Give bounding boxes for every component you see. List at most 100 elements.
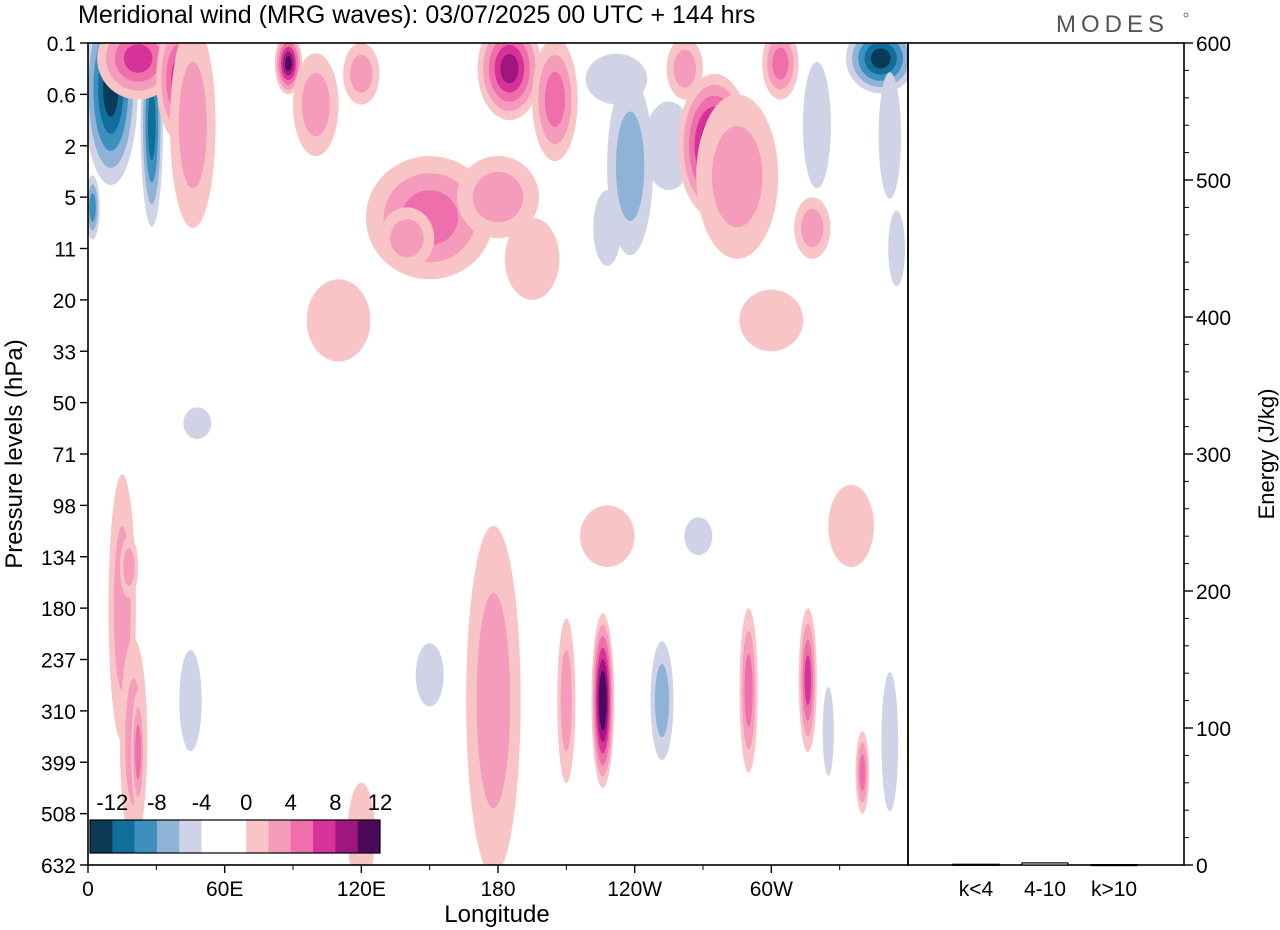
field-contour <box>600 682 606 719</box>
field-contour <box>285 56 292 71</box>
brand-mark <box>1183 12 1189 18</box>
x-tick-label: 120E <box>337 878 386 901</box>
energy-panel: 0 100 200 300 400 500 600 k<4 4-10 k>10 <box>952 33 1231 901</box>
colorbar-label: -8 <box>147 790 167 815</box>
field-contour <box>123 548 135 586</box>
brand-logo: MODES <box>1056 11 1169 38</box>
energy-tick-label: 0 <box>1196 855 1208 878</box>
field-contour <box>888 210 905 287</box>
x-tick-label: 120W <box>607 878 662 901</box>
colorbar: -12 -8 -4 0 4 8 12 <box>89 790 392 854</box>
field-contour <box>744 653 753 727</box>
y-tick-label: 2 <box>64 136 76 159</box>
y-axis-label: Pressure levels (hPa) <box>1 339 28 568</box>
y-tick-label: 310 <box>41 701 76 724</box>
pressure-axis: 0.1 0.6 2 5 11 20 33 50 71 98 134 180 237 310 399 508 63… <box>41 33 88 878</box>
colorbar-label: 0 <box>240 790 252 815</box>
energy-bar <box>1021 862 1069 866</box>
field-contour <box>306 279 371 362</box>
field-contour <box>89 193 96 222</box>
colorbar-swatch <box>112 820 135 853</box>
energy-category-label: k<4 <box>959 878 994 901</box>
field-contour <box>801 209 824 247</box>
field-contour <box>390 219 424 258</box>
x-tick-label: 180 <box>480 878 515 901</box>
field-contour <box>580 505 635 567</box>
field-contour <box>560 650 572 752</box>
field-contour <box>504 217 560 300</box>
colorbar-swatch <box>290 820 314 853</box>
y-tick-label: 0.1 <box>47 33 76 56</box>
field-contour <box>544 72 566 127</box>
colorbar-swatch <box>223 820 247 853</box>
colorbar-swatch <box>246 820 269 853</box>
x-tick-label: 0 <box>82 878 94 901</box>
field-contour <box>684 517 713 556</box>
field-contour <box>654 664 670 738</box>
field-contour <box>802 61 831 189</box>
longitude-axis: 0 60E 120E 180 120W 60W <box>82 865 841 901</box>
energy-panel-frame <box>907 42 1185 866</box>
colorbar-swatch <box>179 820 202 853</box>
colorbar-swatch <box>313 820 336 853</box>
energy-tick-label: 300 <box>1196 444 1231 467</box>
field-contour <box>615 111 645 222</box>
colorbar-label: -4 <box>192 790 212 815</box>
y-tick-label: 237 <box>41 650 76 673</box>
field-contour <box>822 687 834 776</box>
colorbar-swatch <box>156 820 180 853</box>
field-contour <box>472 171 524 223</box>
y-tick-label: 20 <box>53 290 76 313</box>
energy-tick-label: 100 <box>1196 718 1231 741</box>
y-tick-label: 508 <box>41 804 76 827</box>
energy-tick-label: 600 <box>1196 33 1231 56</box>
energy-axis-label: Energy (J/kg) <box>1254 389 1279 520</box>
field-contour <box>673 49 696 88</box>
y-tick-label: 11 <box>54 239 76 262</box>
y-tick-label: 632 <box>41 855 76 878</box>
y-tick-label: 180 <box>41 598 76 621</box>
x-axis-label: Longitude <box>444 901 549 928</box>
field-contour <box>178 61 207 189</box>
colorbar-swatch <box>357 820 381 853</box>
field-contour <box>301 73 330 137</box>
field-contour <box>859 754 866 791</box>
y-tick-label: 399 <box>41 752 76 775</box>
energy-bar <box>1090 863 1138 867</box>
field-contour <box>415 643 444 707</box>
field-contour <box>147 90 156 161</box>
field-contour <box>878 72 901 199</box>
y-tick-label: 33 <box>53 341 76 364</box>
field-contour <box>500 53 519 84</box>
field-contour <box>870 48 891 69</box>
energy-category-label: k>10 <box>1091 878 1137 901</box>
field-contour <box>476 593 511 809</box>
field-contour <box>593 190 622 266</box>
field-contour <box>135 724 142 780</box>
y-tick-label: 98 <box>53 495 76 518</box>
colorbar-label: -12 <box>96 790 128 815</box>
colorbar-swatch <box>90 820 113 853</box>
x-tick-label: 60W <box>750 878 793 901</box>
energy-bar <box>952 863 1000 866</box>
y-tick-label: 71 <box>53 444 76 467</box>
x-tick-label: 60E <box>206 878 243 901</box>
field-contour <box>804 655 811 706</box>
field-contour <box>881 672 899 812</box>
field-contour <box>123 44 153 73</box>
chart-title: Meridional wind (MRG waves): 03/07/2025 … <box>78 1 755 29</box>
y-tick-label: 5 <box>64 187 76 210</box>
field-contour <box>350 54 373 93</box>
energy-tick-label: 400 <box>1196 307 1231 330</box>
y-tick-label: 0.6 <box>47 84 76 107</box>
field-contour <box>179 650 202 752</box>
colorbar-swatch <box>134 820 158 853</box>
colorbar-frame <box>89 819 381 854</box>
field-contour <box>828 484 874 567</box>
field-contour <box>712 126 763 228</box>
field-contour <box>739 289 804 352</box>
field-contour <box>183 407 212 440</box>
colorbar-swatch <box>201 820 225 853</box>
y-tick-label: 50 <box>53 393 76 416</box>
